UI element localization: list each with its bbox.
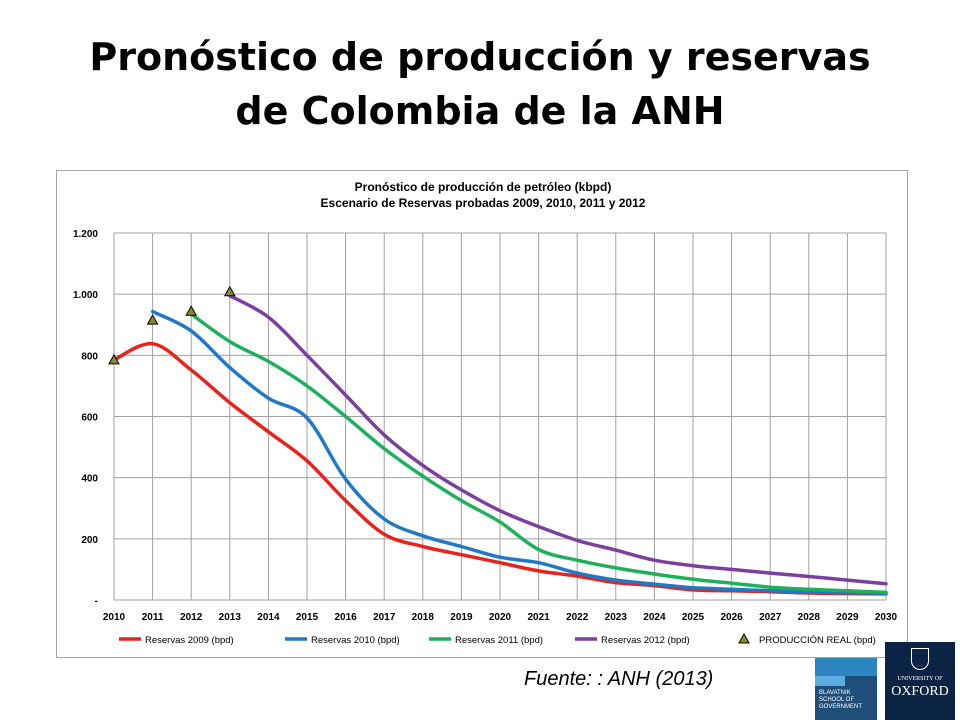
series-line-3	[189, 312, 888, 595]
grid-layer: - 200 400 600 800 1.000 1.200 2010 2011 2012 2013 2…	[73, 229, 898, 623]
chart-subtitle: Escenario de Reservas probadas 2009, 201…	[321, 196, 646, 210]
x-tick-label: 2028	[798, 612, 821, 623]
production-marker	[108, 353, 120, 365]
x-tick-label: 2024	[643, 612, 666, 623]
x-tick-label: 2023	[605, 612, 628, 623]
x-tick-label: 2014	[257, 612, 280, 623]
x-tick-label: 2017	[373, 612, 396, 623]
legend-label-3: Reservas 2011 (bpd)	[455, 635, 543, 646]
oxford-logo-big-text: OXFORD	[891, 684, 949, 699]
slide-title: Pronóstico de producción y reservas de C…	[0, 30, 960, 138]
legend-label-2: Reservas 2010 (bpd)	[311, 635, 400, 646]
x-tick-label: 2022	[566, 612, 589, 623]
chart-frame: Pronóstico de producción de petróleo (kb…	[56, 170, 908, 658]
slide-title-line1: Pronóstico de producción y reservas	[89, 35, 871, 79]
legend-label-4: Reservas 2012 (bpd)	[601, 635, 690, 646]
x-tick-label: 2015	[296, 612, 319, 623]
x-tick-label: 2018	[412, 612, 435, 623]
legend-label-1: Reservas 2009 (bpd)	[145, 635, 234, 646]
series-layer	[108, 285, 888, 596]
source-note: Fuente: : ANH (2013)	[524, 668, 714, 690]
production-forecast-chart: Pronóstico de producción de petróleo (kb…	[73, 180, 898, 646]
x-tick-label: 2026	[720, 612, 743, 623]
x-tick-label: 2019	[450, 612, 473, 623]
x-tick-label: 2013	[219, 612, 242, 623]
x-tick-label: 2016	[334, 612, 357, 623]
production-marker	[223, 285, 236, 297]
x-tick-label: 2012	[180, 612, 203, 623]
production-marker	[185, 305, 198, 316]
x-tick-label: 2021	[527, 612, 550, 623]
slide-title-line2: de Colombia de la ANH	[235, 89, 725, 133]
x-tick-label: 2010	[103, 612, 126, 623]
oxford-logo: UNIVERSITY OF OXFORD	[885, 642, 955, 720]
x-tick-label: 2027	[759, 612, 782, 623]
y-tick-label: 600	[81, 413, 98, 424]
x-tick-label: 2029	[836, 612, 859, 623]
series-line-2	[150, 309, 888, 596]
series-line-4	[228, 293, 888, 586]
y-tick-label: 1.000	[73, 290, 98, 301]
x-tick-label: 2025	[682, 612, 705, 623]
y-tick-label: 400	[81, 474, 98, 485]
y-tick-label: -	[95, 596, 98, 607]
oxford-logo-small-text: UNIVERSITY OF	[897, 676, 943, 682]
legend-label-5: PRODUCCIÓN REAL (bpd)	[759, 635, 876, 646]
chart-title: Pronóstico de producción de petróleo (kb…	[355, 180, 612, 194]
x-tick-label: 2020	[489, 612, 512, 623]
x-tick-label: 2011	[142, 612, 164, 623]
y-tick-label: 1.200	[73, 229, 98, 240]
production-marker	[146, 314, 159, 325]
legend: Reservas 2009 (bpd) Reservas 2010 (bpd) Re…	[119, 632, 876, 646]
blavatnik-school-logo: BLAVATNIK SCHOOL OF GOVERNMENT	[815, 658, 877, 720]
x-tick-label: 2030	[875, 612, 898, 623]
legend-marker-swatch	[738, 632, 750, 644]
y-tick-label: 200	[81, 535, 98, 546]
y-tick-label: 800	[81, 351, 98, 362]
bsg-logo-text: BLAVATNIK SCHOOL OF GOVERNMENT	[819, 690, 863, 710]
oxford-crest-icon	[911, 648, 929, 670]
